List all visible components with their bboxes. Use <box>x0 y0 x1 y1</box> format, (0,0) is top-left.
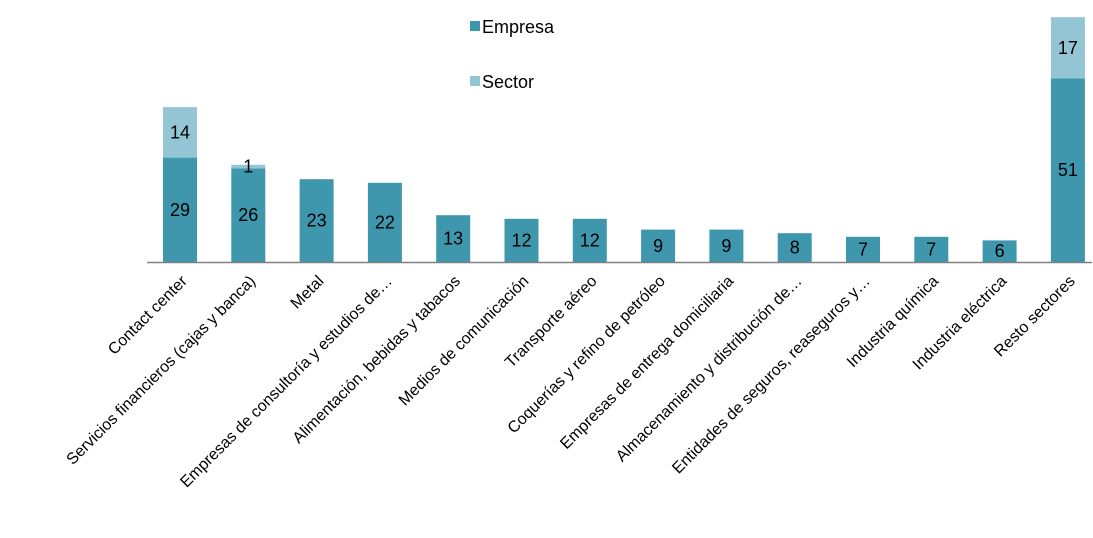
value-label-empresa-contact-center: 29 <box>170 200 190 220</box>
bar-empresa-empresas-de-entrega-domiciliaria <box>709 229 744 262</box>
bar-sector-resto-sectores <box>1050 17 1085 79</box>
legend: Empresa Sector <box>470 17 555 92</box>
value-label-empresa-empresas-de-entrega-domiciliaria: 9 <box>721 236 731 256</box>
bar-empresa-industria-quimica <box>914 236 949 262</box>
value-label-empresa-metal: 23 <box>307 211 327 231</box>
value-label-sector-resto-sectores: 17 <box>1058 38 1078 58</box>
legend-label-empresa: Empresa <box>482 17 555 37</box>
bar-empresa-coquerias-y-refino-de-petroleo <box>641 229 676 262</box>
value-label-empresa-empresas-de-consultoria-y-estudios-de: 22 <box>375 212 395 232</box>
value-label-empresa-servicios-financieros-cajas-y-banca: 26 <box>238 205 258 225</box>
value-label-empresa-medios-de-comunicacion: 12 <box>511 230 531 250</box>
value-label-empresa-resto-sectores: 51 <box>1058 160 1078 180</box>
value-label-sector-servicios-financieros-cajas-y-banca: 1 <box>243 156 253 176</box>
bar-empresa-metal <box>299 179 334 262</box>
value-label-empresa-transporte-aereo: 12 <box>580 230 600 250</box>
value-label-empresa-industria-quimica: 7 <box>926 239 936 259</box>
bar-empresa-entidades-de-seguros-reaseguros-y <box>846 236 880 262</box>
value-label-empresa-almacenamiento-y-distribucion-de: 8 <box>790 238 800 258</box>
bar-empresa-medios-de-comunicacion <box>504 218 539 262</box>
category-label-medios-de-comunicacion: Medios de comunicación <box>396 273 533 410</box>
bar-empresa-contact-center <box>163 157 197 262</box>
bar-empresa-servicios-financieros-cajas-y-banca <box>231 168 266 262</box>
bar-empresa-resto-sectores <box>1050 78 1085 263</box>
legend-swatch-empresa <box>470 21 480 31</box>
bar-empresa-almacenamiento-y-distribucion-de <box>777 233 812 262</box>
legend-swatch-sector <box>470 76 480 86</box>
bar-sector-contact-center <box>163 107 197 158</box>
bar-sector-servicios-financieros-cajas-y-banca <box>231 164 266 169</box>
bar-empresa-alimentacion-bebidas-y-tabacos <box>436 215 471 262</box>
category-label-metal: Metal <box>288 273 328 313</box>
bar-empresa-industria-electrica <box>982 240 1017 262</box>
value-label-empresa-industria-electrica: 6 <box>995 241 1005 261</box>
value-label-empresa-coquerias-y-refino-de-petroleo: 9 <box>653 236 663 256</box>
value-label-empresa-entidades-de-seguros-reaseguros-y: 7 <box>858 239 868 259</box>
value-label-sector-contact-center: 14 <box>170 122 190 142</box>
bar-empresa-transporte-aereo <box>572 218 607 262</box>
bars <box>163 17 1085 263</box>
bar-empresa-empresas-de-consultoria-y-estudios-de <box>367 182 402 262</box>
value-label-empresa-alimentacion-bebidas-y-tabacos: 13 <box>443 229 463 249</box>
value-labels: 14 29 1 26 23 22 13 12 12 9 9 8 7 7 6 17 51 <box>170 38 1078 261</box>
legend-label-sector: Sector <box>482 72 534 92</box>
